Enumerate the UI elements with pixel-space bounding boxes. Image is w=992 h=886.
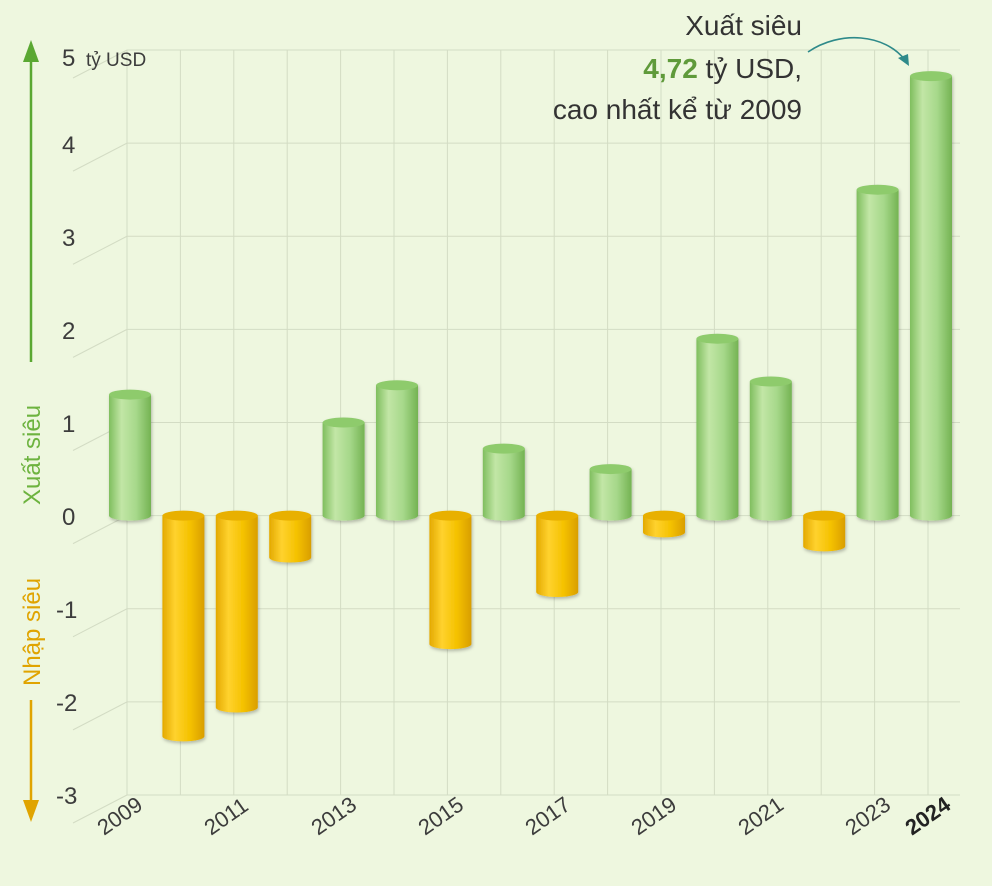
bar-cap: [269, 510, 312, 521]
bar-body: [482, 448, 525, 521]
gridline-diagonal: [72, 701, 128, 731]
bar: [749, 376, 792, 521]
y-axis-labels: 5 tỷ USD 4 3 2 1 0 -1 -2 -3: [56, 45, 146, 810]
bar-body: [749, 381, 792, 521]
bars: [109, 71, 952, 742]
bar-cap: [109, 389, 151, 400]
bar-body: [589, 469, 632, 521]
x-tick-label: 2021: [734, 792, 788, 841]
bar-cap: [215, 510, 258, 521]
bar-cap: [696, 333, 739, 344]
y-tick-label: 5: [62, 45, 75, 72]
x-tick-label: 2019: [627, 792, 681, 841]
annotation-unit: tỷ USD,: [698, 53, 802, 84]
gridline-diagonal: [72, 142, 128, 172]
bar-body: [215, 515, 258, 713]
bar-cap: [322, 417, 365, 428]
bar-body: [803, 515, 846, 552]
gridline-diagonal: [72, 235, 128, 265]
bar-cap: [429, 510, 472, 521]
export-surplus-label: Xuất siêu: [19, 405, 46, 505]
y-tick-label: 0: [62, 504, 75, 531]
x-tick-label: 2023: [841, 792, 895, 841]
bar-body: [269, 515, 312, 563]
bar: [643, 510, 685, 538]
bar-body: [536, 515, 579, 597]
bar-body: [162, 515, 205, 742]
bar-cap: [803, 510, 846, 521]
bar-cap: [162, 510, 205, 521]
bar-cap: [910, 71, 952, 82]
y-tick-label: 1: [62, 411, 75, 438]
import-arrow-down-icon: [23, 800, 39, 822]
bar: [215, 510, 258, 713]
y-tick-label: -2: [56, 690, 77, 717]
bar: [162, 510, 205, 742]
bar-body: [696, 338, 739, 521]
bar-body: [643, 515, 685, 538]
gridline-diagonal: [72, 49, 128, 79]
bar: [856, 184, 899, 521]
bar: [429, 510, 472, 650]
bar: [376, 380, 418, 521]
export-arrow-up-icon: [23, 40, 39, 62]
annotation-arrowhead-icon: [898, 54, 909, 66]
x-tick-label: 2011: [200, 792, 253, 840]
bar: [536, 510, 579, 597]
gridline-diagonal: [72, 794, 128, 824]
bar-cap: [589, 464, 632, 475]
annotation-line-3: cao nhất kể từ 2009: [553, 94, 802, 125]
bar: [696, 333, 739, 521]
bar-body: [429, 515, 472, 650]
bar: [109, 389, 151, 521]
gridline-diagonal: [72, 328, 128, 358]
grid: [72, 49, 960, 824]
bar-cap: [376, 380, 418, 391]
annotation-line-2: 4,72 tỷ USD,: [643, 53, 802, 84]
bar-cap: [536, 510, 579, 521]
bar: [589, 464, 632, 521]
gridline-diagonal: [72, 608, 128, 638]
x-tick-label-highlight: 2024: [901, 791, 956, 840]
x-axis-labels: 2009 2011 2013 2015 2017 2019 2021 2023 …: [93, 791, 956, 840]
x-tick-label: 2013: [307, 792, 361, 841]
bar-body: [322, 422, 365, 521]
x-tick-label: 2017: [521, 792, 575, 841]
bar-cap: [482, 443, 525, 454]
gridline-diagonal: [72, 515, 128, 545]
bar-cap: [856, 184, 899, 195]
annotation-line-1: Xuất siêu: [685, 10, 802, 41]
bar: [269, 510, 312, 563]
y-tick-label: 4: [62, 132, 75, 159]
bar: [322, 417, 365, 521]
y-tick-label: -1: [56, 597, 77, 624]
balance-direction-indicator: Xuất siêu Nhập siêu: [19, 40, 46, 822]
bar-body: [910, 76, 952, 521]
bar: [803, 510, 846, 552]
bar-body: [376, 385, 418, 521]
y-tick-label: 3: [62, 225, 75, 252]
bar-cap: [643, 510, 685, 521]
bar: [910, 71, 952, 521]
bar-body: [109, 394, 151, 521]
x-tick-label: 2015: [414, 792, 468, 841]
annotation-value: 4,72: [643, 53, 698, 84]
y-unit-label: tỷ USD: [86, 50, 146, 71]
bar: [482, 443, 525, 521]
annotation-arrow-icon: [807, 36, 906, 61]
bar-body: [856, 189, 899, 521]
bar-cap: [749, 376, 792, 387]
y-tick-label: -3: [56, 783, 77, 810]
annotation: Xuất siêu 4,72 tỷ USD, cao nhất kể từ 20…: [553, 10, 909, 125]
y-tick-label: 2: [62, 318, 75, 345]
import-deficit-label: Nhập siêu: [19, 578, 46, 686]
